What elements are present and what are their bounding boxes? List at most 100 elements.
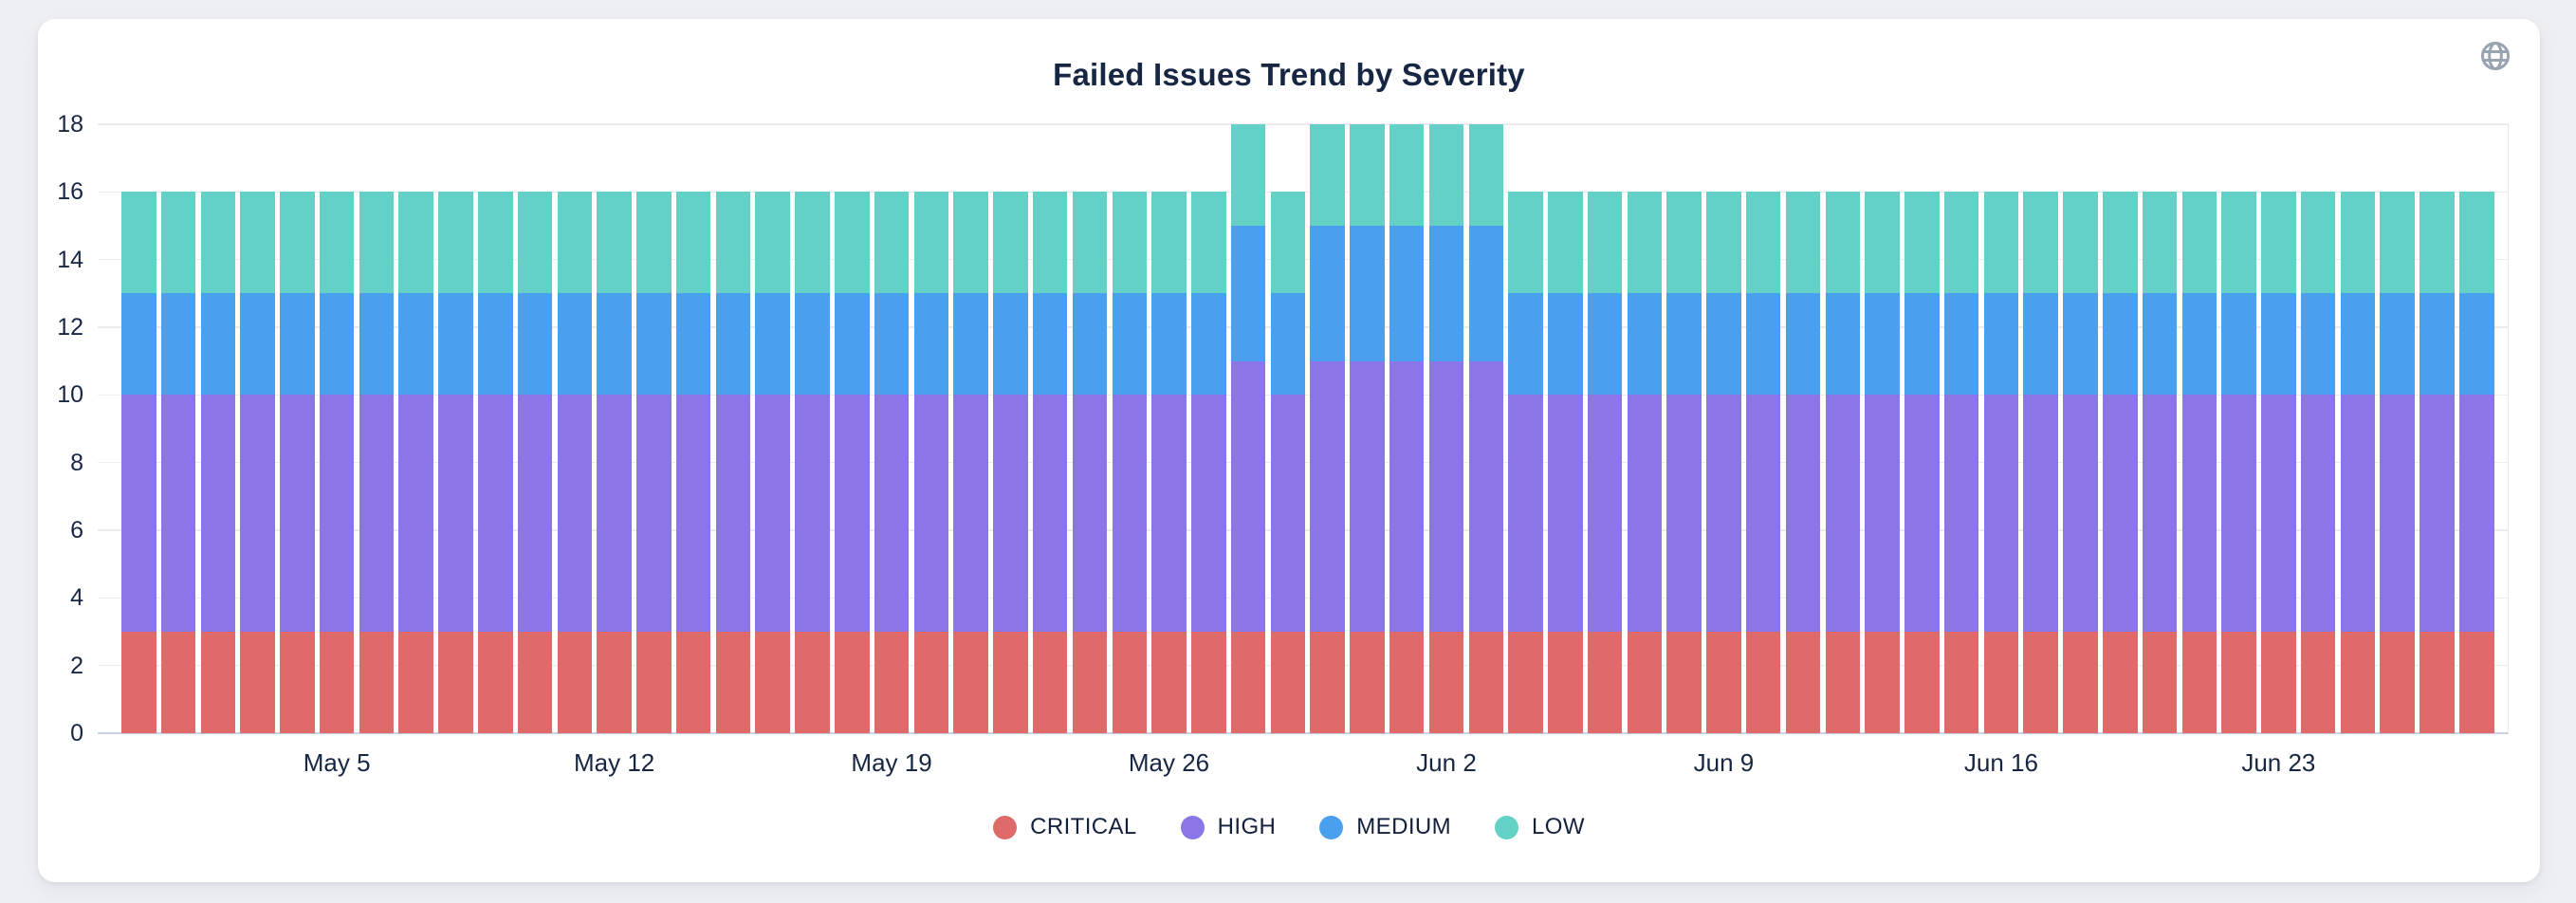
bar-segment-high[interactable] bbox=[913, 395, 949, 632]
bar-segment-low[interactable] bbox=[359, 192, 395, 294]
bar-segment-high[interactable] bbox=[1706, 395, 1741, 632]
bar-segment-critical[interactable] bbox=[2181, 632, 2217, 733]
bar-jun-17[interactable] bbox=[2023, 124, 2058, 733]
bar-segment-medium[interactable] bbox=[2103, 293, 2138, 396]
bar-segment-high[interactable] bbox=[1745, 395, 1781, 632]
bar-segment-low[interactable] bbox=[2261, 192, 2296, 294]
bar-jun-3[interactable] bbox=[1468, 124, 1504, 733]
bar-jun-8[interactable] bbox=[1666, 124, 1702, 733]
bar-segment-critical[interactable] bbox=[953, 632, 988, 733]
bar-segment-medium[interactable] bbox=[240, 293, 275, 396]
bar-segment-critical[interactable] bbox=[478, 632, 513, 733]
bar-segment-high[interactable] bbox=[1587, 395, 1623, 632]
bar-segment-low[interactable] bbox=[1706, 192, 1741, 294]
bar-segment-low[interactable] bbox=[1072, 192, 1108, 294]
bar-segment-high[interactable] bbox=[1310, 360, 1345, 632]
bar-segment-medium[interactable] bbox=[160, 293, 196, 396]
bar-segment-high[interactable] bbox=[1825, 395, 1861, 632]
bar-may-19[interactable] bbox=[874, 124, 910, 733]
bar-segment-high[interactable] bbox=[2023, 395, 2058, 632]
bar-segment-low[interactable] bbox=[1230, 124, 1266, 227]
bar-may-23[interactable] bbox=[1032, 124, 1068, 733]
bar-segment-high[interactable] bbox=[2261, 395, 2296, 632]
bar-segment-low[interactable] bbox=[636, 192, 672, 294]
bar-jun-7[interactable] bbox=[1627, 124, 1663, 733]
bar-segment-high[interactable] bbox=[953, 395, 988, 632]
bar-may-2[interactable] bbox=[200, 124, 236, 733]
bar-segment-low[interactable] bbox=[398, 192, 433, 294]
bar-may-27[interactable] bbox=[1191, 124, 1226, 733]
bar-jun-22[interactable] bbox=[2221, 124, 2256, 733]
bar-segment-high[interactable] bbox=[1468, 360, 1504, 632]
bar-segment-low[interactable] bbox=[1785, 192, 1821, 294]
bar-segment-medium[interactable] bbox=[1825, 293, 1861, 396]
bar-segment-low[interactable] bbox=[1428, 124, 1464, 227]
bar-segment-low[interactable] bbox=[1112, 192, 1147, 294]
bar-jun-10[interactable] bbox=[1745, 124, 1781, 733]
bar-jun-27[interactable] bbox=[2420, 124, 2455, 733]
bar-jun-9[interactable] bbox=[1706, 124, 1741, 733]
bar-jun-18[interactable] bbox=[2063, 124, 2098, 733]
bar-may-28[interactable] bbox=[1230, 124, 1266, 733]
bar-segment-medium[interactable] bbox=[1548, 293, 1583, 396]
bar-segment-low[interactable] bbox=[200, 192, 236, 294]
bar-may-26[interactable] bbox=[1151, 124, 1187, 733]
bar-segment-critical[interactable] bbox=[913, 632, 949, 733]
bar-segment-high[interactable] bbox=[2380, 395, 2415, 632]
bar-segment-low[interactable] bbox=[1270, 192, 1306, 294]
bar-segment-critical[interactable] bbox=[160, 632, 196, 733]
bar-segment-high[interactable] bbox=[280, 395, 315, 632]
bar-segment-low[interactable] bbox=[1587, 192, 1623, 294]
bar-segment-medium[interactable] bbox=[1428, 226, 1464, 361]
bar-segment-low[interactable] bbox=[1865, 192, 1900, 294]
bar-segment-low[interactable] bbox=[1904, 192, 1940, 294]
bar-segment-high[interactable] bbox=[2340, 395, 2376, 632]
bar-segment-critical[interactable] bbox=[1191, 632, 1226, 733]
bar-segment-critical[interactable] bbox=[1310, 632, 1345, 733]
bar-segment-critical[interactable] bbox=[200, 632, 236, 733]
bar-segment-low[interactable] bbox=[478, 192, 513, 294]
bar-segment-medium[interactable] bbox=[1706, 293, 1741, 396]
bar-segment-critical[interactable] bbox=[1230, 632, 1266, 733]
bar-segment-low[interactable] bbox=[2459, 192, 2494, 294]
bar-segment-critical[interactable] bbox=[121, 632, 156, 733]
bar-may-17[interactable] bbox=[795, 124, 830, 733]
bar-segment-medium[interactable] bbox=[1745, 293, 1781, 396]
bar-segment-medium[interactable] bbox=[715, 293, 751, 396]
bar-segment-low[interactable] bbox=[1508, 192, 1543, 294]
bar-segment-medium[interactable] bbox=[1666, 293, 1702, 396]
bar-segment-critical[interactable] bbox=[1627, 632, 1663, 733]
bar-segment-medium[interactable] bbox=[1072, 293, 1108, 396]
bar-segment-low[interactable] bbox=[1548, 192, 1583, 294]
bar-may-29[interactable] bbox=[1270, 124, 1306, 733]
bar-segment-medium[interactable] bbox=[1587, 293, 1623, 396]
bar-segment-high[interactable] bbox=[1428, 360, 1464, 632]
bar-segment-high[interactable] bbox=[1032, 395, 1068, 632]
bar-segment-high[interactable] bbox=[1666, 395, 1702, 632]
bar-segment-medium[interactable] bbox=[2340, 293, 2376, 396]
bar-segment-medium[interactable] bbox=[913, 293, 949, 396]
bar-segment-medium[interactable] bbox=[438, 293, 473, 396]
bar-segment-medium[interactable] bbox=[1627, 293, 1663, 396]
bar-jun-13[interactable] bbox=[1865, 124, 1900, 733]
bar-segment-critical[interactable] bbox=[1508, 632, 1543, 733]
bar-segment-medium[interactable] bbox=[1865, 293, 1900, 396]
bar-segment-medium[interactable] bbox=[517, 293, 553, 396]
bar-segment-medium[interactable] bbox=[597, 293, 632, 396]
legend-item-low[interactable]: LOW bbox=[1495, 814, 1585, 840]
bar-segment-critical[interactable] bbox=[398, 632, 433, 733]
bar-jun-24[interactable] bbox=[2300, 124, 2336, 733]
bar-segment-critical[interactable] bbox=[1785, 632, 1821, 733]
bar-segment-critical[interactable] bbox=[1072, 632, 1108, 733]
bar-segment-high[interactable] bbox=[1072, 395, 1108, 632]
bar-jun-23[interactable] bbox=[2261, 124, 2296, 733]
bar-segment-critical[interactable] bbox=[715, 632, 751, 733]
bar-jun-26[interactable] bbox=[2380, 124, 2415, 733]
bar-segment-critical[interactable] bbox=[1389, 632, 1425, 733]
bar-may-24[interactable] bbox=[1072, 124, 1108, 733]
bar-segment-low[interactable] bbox=[557, 192, 593, 294]
bar-segment-high[interactable] bbox=[517, 395, 553, 632]
bar-segment-high[interactable] bbox=[1270, 395, 1306, 632]
bar-segment-medium[interactable] bbox=[2023, 293, 2058, 396]
bar-jun-16[interactable] bbox=[1983, 124, 2019, 733]
